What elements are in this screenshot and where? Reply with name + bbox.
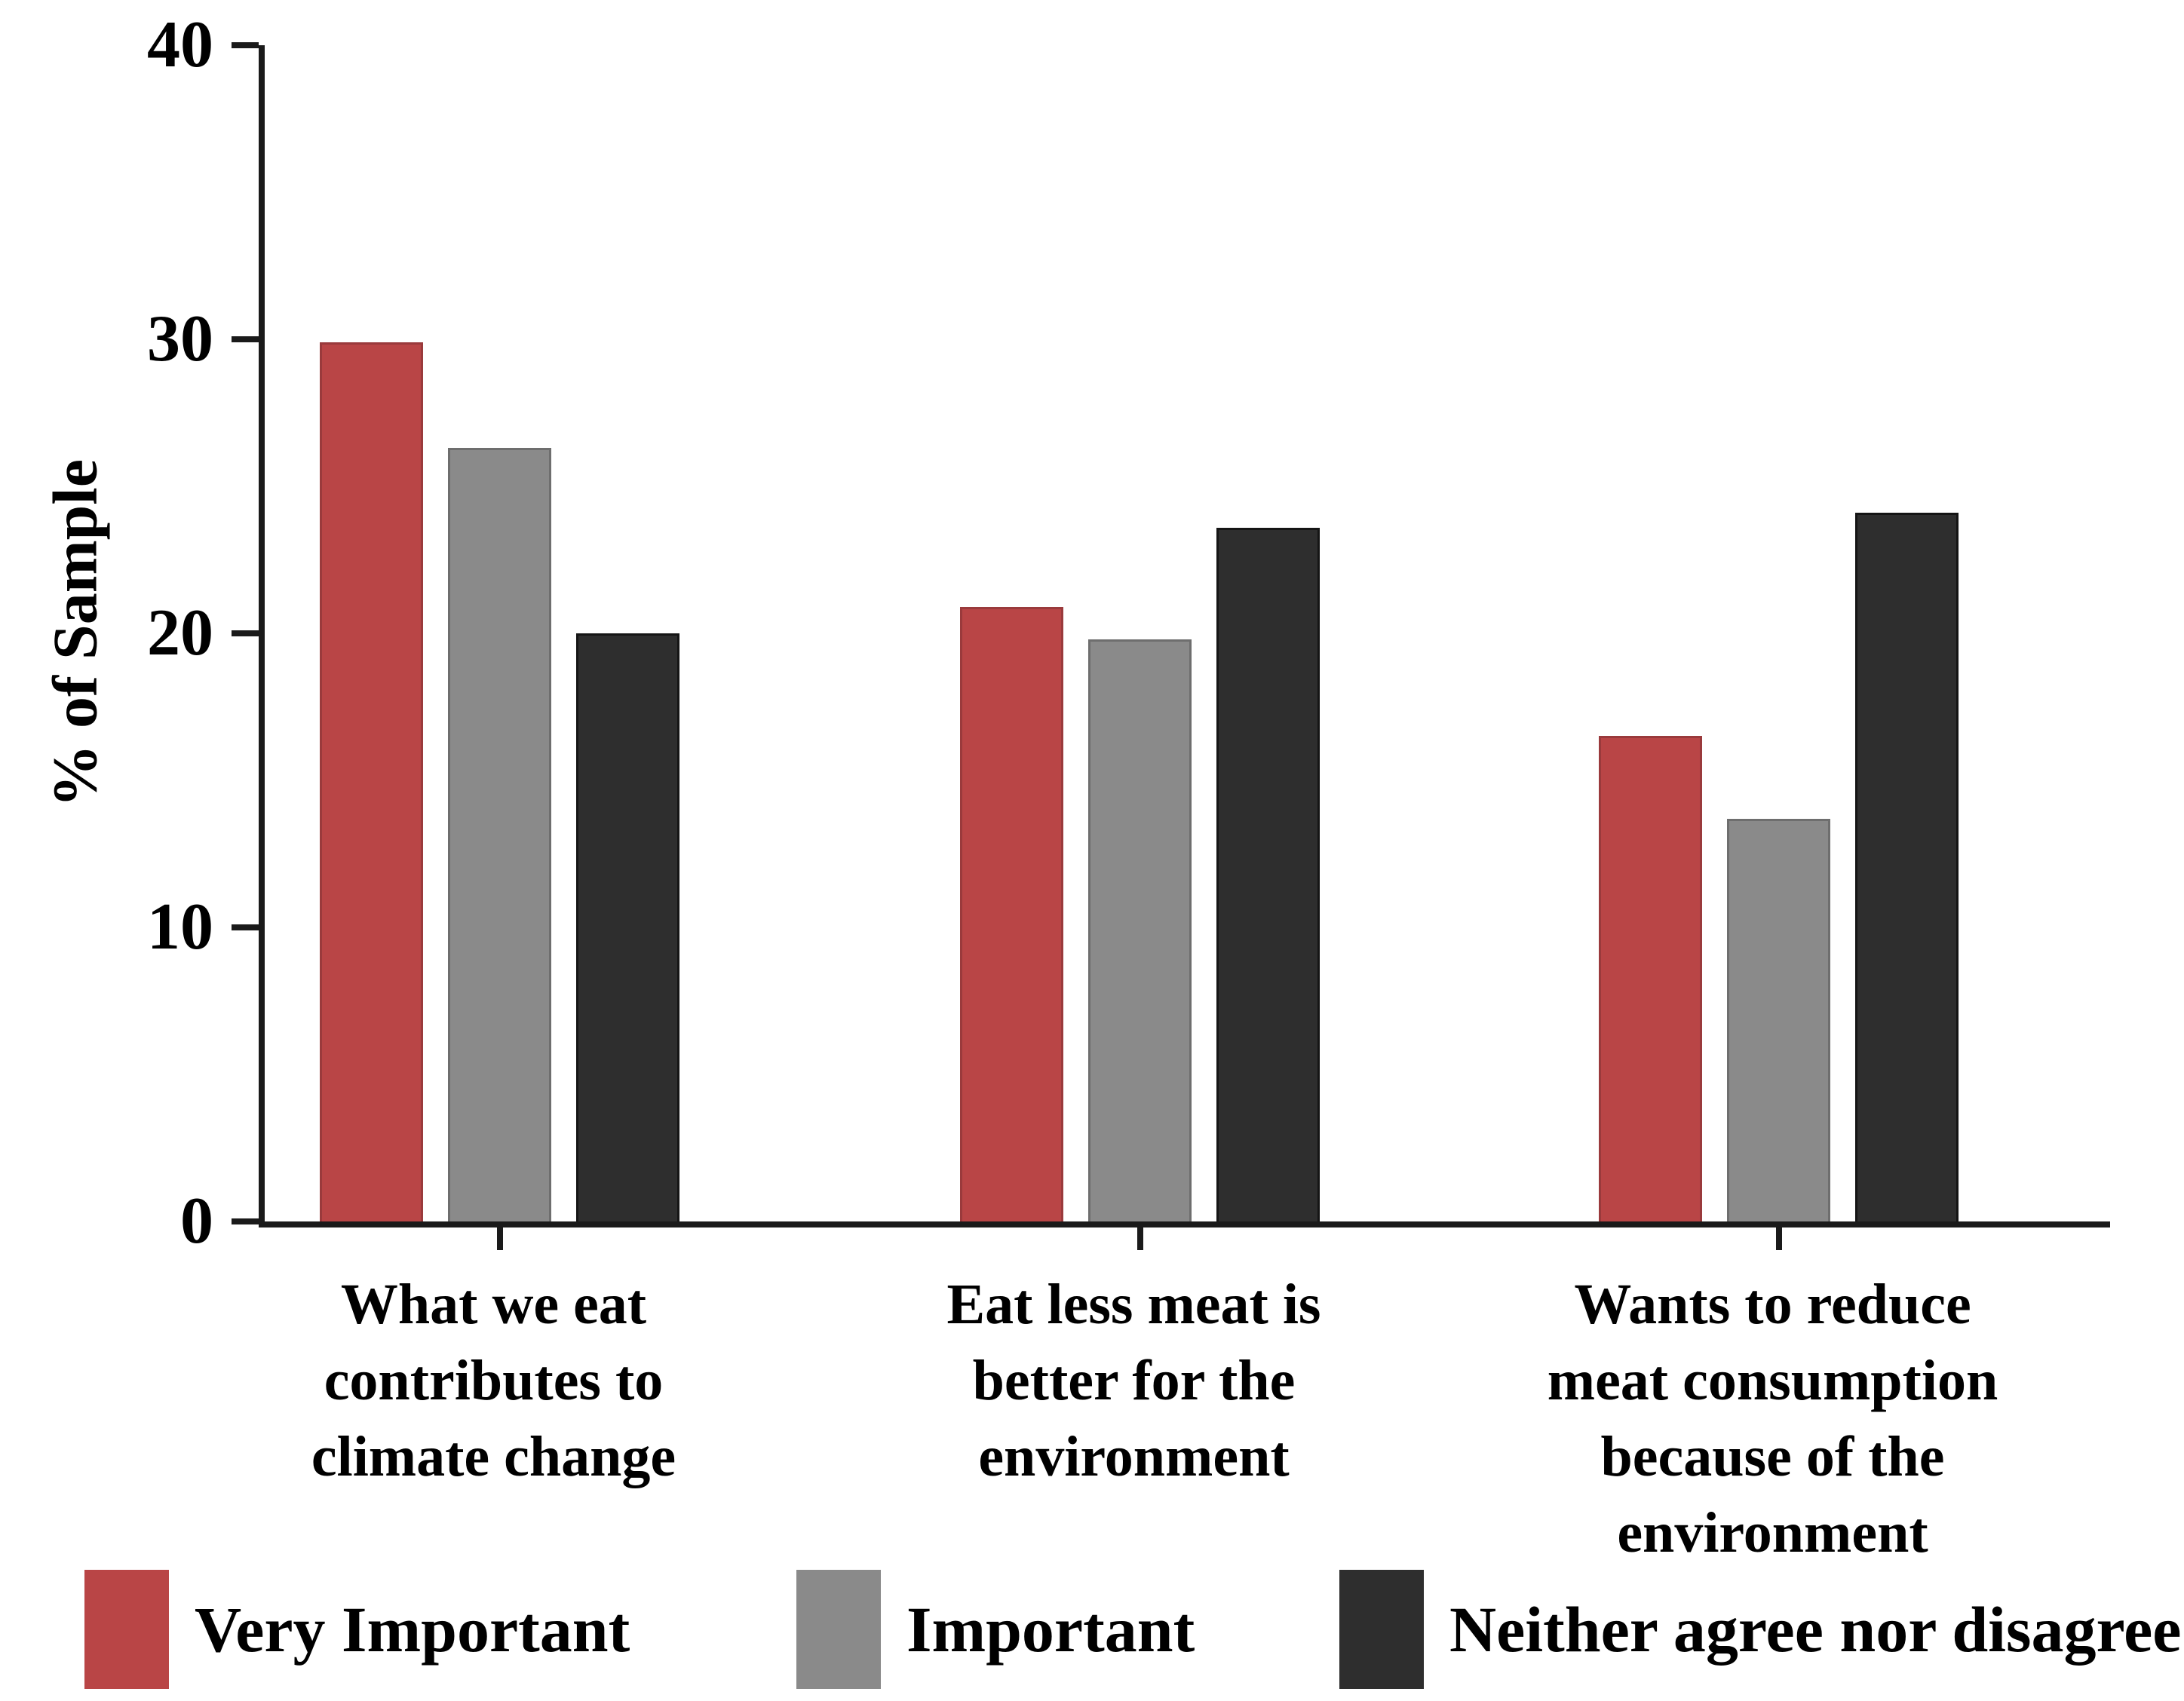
legend-item-important: Important xyxy=(796,1570,1195,1689)
bar-very-important-group-1 xyxy=(320,342,423,1221)
legend-label-very-important: Very Important xyxy=(195,1593,630,1666)
y-tick-label-0: 0 xyxy=(180,1185,213,1258)
legend: Very Important Important Neither agree nor… xyxy=(0,1570,2184,1698)
legend-item-neither-agree-nor-disagree: Neither agree nor disagree xyxy=(1339,1570,2181,1689)
y-axis-tick-10 xyxy=(232,924,259,930)
y-axis-tick-30 xyxy=(232,336,259,342)
legend-swatch-important xyxy=(796,1570,881,1689)
bar-very-important-group-2 xyxy=(960,607,1063,1221)
y-axis-tick-40 xyxy=(232,42,259,48)
bar-important-group-3 xyxy=(1727,819,1830,1221)
bar-important-group-1 xyxy=(448,448,551,1221)
category-label-3: Wants to reduce meat consumption because… xyxy=(1547,1273,1998,1565)
bar-neither-agree-nor-disagree-group-2 xyxy=(1216,528,1320,1221)
x-axis-tick-1 xyxy=(496,1227,503,1250)
bar-neither-agree-nor-disagree-group-1 xyxy=(576,633,679,1221)
y-axis-tick-20 xyxy=(232,630,259,636)
legend-item-very-important: Very Important xyxy=(84,1570,630,1689)
x-axis-tick-2 xyxy=(1136,1227,1143,1250)
bar-neither-agree-nor-disagree-group-3 xyxy=(1855,513,1959,1221)
bar-important-group-2 xyxy=(1088,639,1192,1221)
legend-swatch-very-important xyxy=(84,1570,169,1689)
y-tick-label-10: 10 xyxy=(147,890,213,964)
category-label-1: What we eat contributes to climate chang… xyxy=(311,1273,676,1489)
bar-very-important-group-3 xyxy=(1599,736,1702,1221)
plot-area xyxy=(232,42,2110,1250)
y-axis-tick-0 xyxy=(232,1218,259,1224)
y-tick-label-30: 30 xyxy=(147,302,213,375)
legend-label-important: Important xyxy=(906,1593,1195,1666)
y-tick-label-20: 20 xyxy=(147,596,213,670)
legend-swatch-neither-agree-nor-disagree xyxy=(1339,1570,1424,1689)
x-axis-tick-3 xyxy=(1775,1227,1782,1250)
y-tick-label-40: 40 xyxy=(147,8,213,81)
legend-label-neither-agree-nor-disagree: Neither agree nor disagree xyxy=(1449,1593,2182,1666)
category-label-2: Eat less meat is better for the environm… xyxy=(946,1273,1321,1489)
